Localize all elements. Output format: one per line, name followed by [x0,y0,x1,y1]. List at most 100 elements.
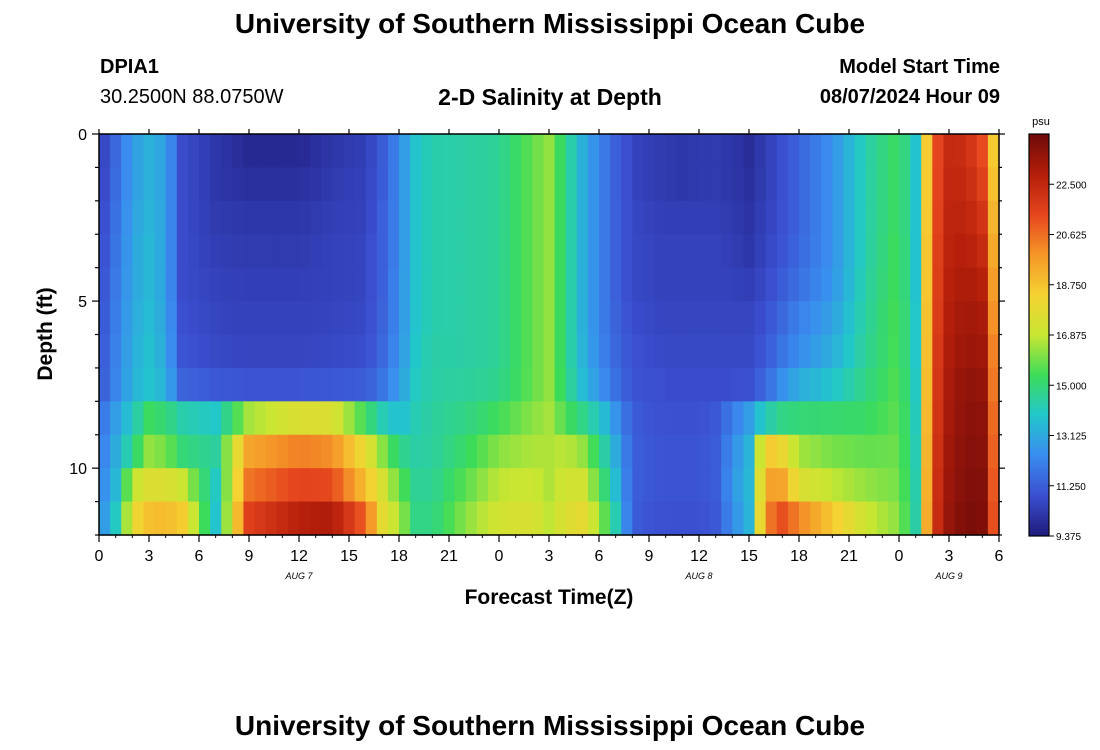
heatmap-cell [976,267,989,302]
colorbar-tick-label: 11.250 [1056,482,1086,493]
heatmap-cell [243,468,256,503]
heatmap-cell [976,301,989,336]
heatmap-cell [632,367,645,402]
heatmap-cell [476,167,489,202]
heatmap-cell [965,267,978,302]
heatmap-cell [576,301,589,336]
heatmap-cell [487,434,500,469]
heatmap-cell [621,301,633,336]
heatmap-cell [787,301,800,336]
heatmap-cell [487,468,500,503]
heatmap-cell [499,367,511,402]
heatmap-cell [754,200,767,235]
heatmap-cell [276,134,289,169]
heatmap-cell [154,167,167,202]
heatmap-cell [176,267,189,302]
heatmap-cell [554,334,567,369]
heatmap-cell [121,267,133,302]
heatmap-cell [143,468,156,503]
heatmap-cell [221,200,233,235]
heatmap-cell [232,301,245,336]
heatmap-cell [687,301,700,336]
heatmap-cell [687,468,700,503]
heatmap-cell [210,334,222,369]
heatmap-cell [99,334,111,369]
heatmap-cell [887,334,900,369]
heatmap-cell [587,234,600,269]
colorbar-ticks: 9.375 11.250 13.125 15.000 16.875 18.750 20.62… [1049,180,1087,543]
heatmap-cell [332,267,345,302]
heatmap-cell [210,301,222,336]
heatmap-cell [899,200,911,235]
heatmap-cell [910,468,922,503]
heatmap-cell [176,367,189,402]
heatmap-cell [887,401,900,436]
heatmap-cell [499,234,511,269]
heatmap-cell [299,134,311,169]
heatmap-cell [910,367,922,402]
heatmap-cell [554,234,567,269]
heatmap-cell [887,468,900,503]
heatmap-cell [454,200,467,235]
heatmap-cell [710,434,722,469]
heatmap-cell [432,234,445,269]
heatmap-cell [987,367,1000,402]
heatmap-cell [643,434,656,469]
heatmap-cell [854,200,867,235]
heatmap-cell [843,468,856,503]
heatmap-cell [587,434,600,469]
heatmap-cell [99,301,111,336]
heatmap-cell [776,367,789,402]
heatmap-cell [443,468,456,503]
heatmap-cell [543,434,556,469]
heatmap-cell [221,401,233,436]
heatmap-cell [476,200,489,235]
heatmap-cell [110,200,122,235]
heatmap-cell [610,200,622,235]
heatmap-cell [710,367,722,402]
heatmap-cell [610,434,622,469]
heatmap-cell [121,301,133,336]
heatmap-cell [499,267,511,302]
heatmap-cell [987,234,1000,269]
x-tick-label: 0 [895,548,904,565]
heatmap-cell [654,234,667,269]
heatmap-cell [110,167,122,202]
heatmap-cell [332,167,345,202]
heatmap-cell [232,167,245,202]
heatmap-cell [876,334,889,369]
heatmap-cell [365,134,378,169]
heatmap-cell [410,334,422,369]
heatmap-cell [954,501,967,536]
heatmap-cell [276,234,289,269]
colorbar-tick-label: 15.000 [1056,381,1087,392]
heatmap-cell [799,301,811,336]
heatmap-cell [532,167,545,202]
heatmap-cell [899,434,911,469]
heatmap-cell [799,267,811,302]
heatmap-cell [365,301,378,336]
heatmap-cell [932,234,945,269]
heatmap-cell [254,334,267,369]
heatmap-cell [643,501,656,536]
heatmap-cell [787,367,800,402]
heatmap-cell [665,434,678,469]
heatmap-cell [499,334,511,369]
heatmap-cell [399,334,411,369]
heatmap-cell [910,267,922,302]
heatmap-cell [565,434,578,469]
heatmap-cell [687,200,700,235]
heatmap-cell [976,367,989,402]
heatmap-cell [99,234,111,269]
heatmap-cell [843,501,856,536]
heatmap-cell [254,367,267,402]
heatmap-cell [832,401,845,436]
heatmap-cell [254,134,267,169]
heatmap-cell [299,200,311,235]
heatmap-cell [821,200,833,235]
heatmap-cell [965,401,978,436]
heatmap-cell [732,234,745,269]
heatmap-cell [232,367,245,402]
heatmap-cell [832,200,845,235]
heatmap-cell [232,401,245,436]
